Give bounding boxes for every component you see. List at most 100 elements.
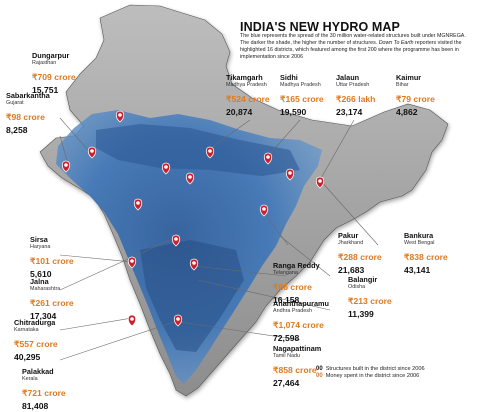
district-name: Palakkad xyxy=(22,367,54,376)
structures-count: 27,464 xyxy=(273,377,300,388)
structures-count: 16,158 xyxy=(273,294,300,305)
callout-bankura: Bankura West Bengal ₹838 crore 43,141 xyxy=(404,232,448,275)
state-name: Gujarat xyxy=(6,100,24,106)
map-description: The blue represents the spread of the 30… xyxy=(240,33,476,61)
district-name: Bankura xyxy=(404,231,434,240)
callout-balangir: Balangir Odisha ₹213 crore 11,399 xyxy=(348,276,392,319)
marker-pakur-icon[interactable] xyxy=(285,168,295,181)
marker-sidhi-icon[interactable] xyxy=(205,146,215,159)
district-name: Pakur xyxy=(338,231,359,240)
callout-ranga-reddy: Ranga Reddy Telangana ₹86 crore 16,158 xyxy=(273,262,320,305)
marker-ananthapuramu-icon[interactable] xyxy=(189,258,199,271)
description-source: Down To Earth xyxy=(378,40,414,46)
money-spent: ₹721 crore xyxy=(22,387,66,398)
legend-money: 00 Money spent in the district since 2006 xyxy=(316,373,476,380)
marker-tikamgarh-icon[interactable] xyxy=(161,162,171,175)
structures-count: 19,590 xyxy=(280,106,307,117)
legend-structures-label: Structures built in the district since 2… xyxy=(325,366,425,372)
money-spent: ₹709 crore xyxy=(32,71,76,82)
callout-sidhi: Sidhi Madhya Pradesh ₹165 crore 19,590 xyxy=(280,74,324,117)
callout-jalna: Jalna Maharashtra ₹261 crore 17,304 xyxy=(30,278,74,321)
callout-lines xyxy=(59,117,379,361)
money-spent: ₹1,074 crore xyxy=(273,319,324,330)
state-name: Uttar Pradesh xyxy=(336,82,370,88)
structures-count: 5,610 xyxy=(30,268,52,279)
money-spent: ₹858 crore xyxy=(273,364,317,375)
state-name: Maharashtra xyxy=(30,286,61,292)
legend-structures-swatch: 00 xyxy=(316,366,323,372)
marker-nagapattinam-icon[interactable] xyxy=(173,314,183,327)
state-name: Telangana xyxy=(273,270,298,276)
district-name: Kaimur xyxy=(396,73,422,82)
structures-count: 8,258 xyxy=(6,124,28,135)
marker-palakkad-icon[interactable] xyxy=(127,314,137,327)
money-spent: ₹98 crore xyxy=(6,111,45,122)
callout-jalaun: Jalaun Uttar Pradesh ₹266 lakh 23,174 xyxy=(336,74,375,117)
marker-balangir-icon[interactable] xyxy=(259,204,269,217)
district-name: Chitradurga xyxy=(14,318,56,327)
state-name: Odisha xyxy=(348,284,366,290)
district-name: Balangir xyxy=(348,275,378,284)
money-spent: ₹557 crore xyxy=(14,338,58,349)
water-structures-dense-south xyxy=(140,240,244,352)
callout-dungarpur: Dungarpur Rajasthan ₹709 crore 15,751 xyxy=(32,52,76,95)
callout-palakkad: Palakkad Kerala ₹721 crore 81,408 xyxy=(22,368,66,411)
description-text-1: The blue represents the spread of the 30… xyxy=(240,33,466,46)
district-name: Tikamgarh xyxy=(226,73,263,82)
state-name: Haryana xyxy=(30,244,51,250)
district-markers xyxy=(61,110,325,327)
description-text-2: reporters visited the highlighted 16 dis… xyxy=(240,40,462,60)
callout-ananthapuramu: Ananthapuramu Andhra Pradesh ₹1,074 cror… xyxy=(273,300,329,343)
state-name: Rajasthan xyxy=(32,60,57,66)
district-name: Nagapattinam xyxy=(273,344,322,353)
legend-structures: 00 Structures built in the district since… xyxy=(316,366,476,373)
structures-count: 15,751 xyxy=(32,84,59,95)
district-name: Jalaun xyxy=(336,73,360,82)
map-legend: 00 Structures built in the district since… xyxy=(316,366,476,380)
state-name: Andhra Pradesh xyxy=(273,308,312,314)
district-name: Sabarkantha xyxy=(6,91,50,100)
marker-jalna-icon[interactable] xyxy=(133,198,143,211)
state-name: Kerala xyxy=(22,376,38,382)
money-spent: ₹86 crore xyxy=(273,281,312,292)
structures-count: 81,408 xyxy=(22,400,49,411)
district-name: Ananthapuramu xyxy=(273,299,329,308)
district-name: Jalna xyxy=(30,277,49,286)
money-spent: ₹79 crore xyxy=(396,93,435,104)
money-spent: ₹838 crore xyxy=(404,251,448,262)
marker-kaimur-icon[interactable] xyxy=(263,152,273,165)
callout-tikamgarh: Tikamgarh Madhya Pradesh ₹524 crore 20,8… xyxy=(226,74,270,117)
marker-jalaun-icon[interactable] xyxy=(185,172,195,185)
marker-chitradurga-icon[interactable] xyxy=(127,256,137,269)
structures-count: 43,141 xyxy=(404,264,431,275)
marker-dungarpur-icon[interactable] xyxy=(115,110,125,123)
marker-sirsa-icon[interactable] xyxy=(61,160,71,173)
state-name: Madhya Pradesh xyxy=(226,82,267,88)
money-spent: ₹213 crore xyxy=(348,295,392,306)
money-spent: ₹165 crore xyxy=(280,93,324,104)
structures-count: 21,683 xyxy=(338,264,365,275)
callout-sabarkantha: Sabarkantha Gujarat ₹98 crore 8,258 xyxy=(6,92,50,135)
state-name: Bihar xyxy=(396,82,409,88)
money-spent: ₹288 crore xyxy=(338,251,382,262)
callout-kaimur: Kaimur Bihar ₹79 crore 4,862 xyxy=(396,74,435,117)
callout-sirsa: Sirsa Haryana ₹101 crore 5,610 xyxy=(30,236,74,279)
map-title: INDIA'S NEW HYDRO MAP xyxy=(240,20,400,34)
money-spent: ₹266 lakh xyxy=(336,93,376,104)
structures-count: 17,304 xyxy=(30,310,57,321)
state-name: Jharkhand xyxy=(338,240,364,246)
marker-sabarkantha-icon[interactable] xyxy=(87,146,97,159)
structures-count: 4,862 xyxy=(396,106,418,117)
legend-money-swatch: 00 xyxy=(316,373,323,379)
marker-bankura-icon[interactable] xyxy=(315,176,325,189)
callout-pakur: Pakur Jharkhand ₹288 crore 21,683 xyxy=(338,232,382,275)
marker-ranga-reddy-icon[interactable] xyxy=(171,234,181,247)
district-name: Ranga Reddy xyxy=(273,261,320,270)
money-spent: ₹524 crore xyxy=(226,93,270,104)
state-name: Karnataka xyxy=(14,327,39,333)
callout-chitradurga: Chitradurga Karnataka ₹557 crore 40,295 xyxy=(14,319,58,362)
state-name: Tamil Nadu xyxy=(273,353,300,359)
district-name: Sirsa xyxy=(30,235,48,244)
